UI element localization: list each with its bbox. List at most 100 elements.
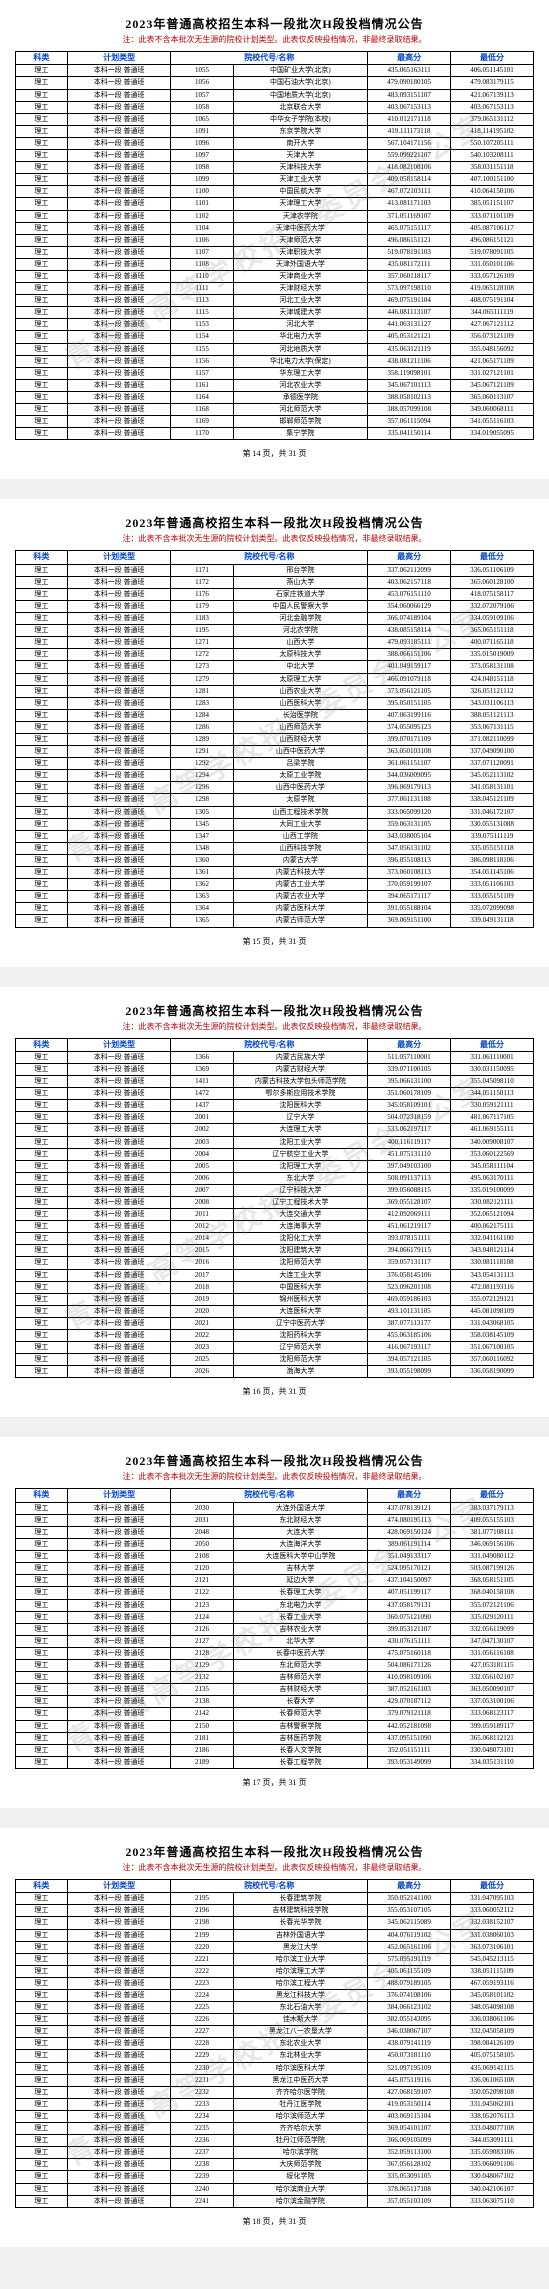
table-cell: 1113 [171,295,233,307]
table-cell: 理工 [16,1756,68,1768]
table-row: 理工本科一段 普通班1364内蒙古医科大学391.055188104335.07… [16,903,534,915]
column-header: 最低分 [451,1489,534,1502]
table-row: 理工本科一段 普通班1171邢台学院337.062112099336.05110… [16,564,534,576]
table-cell: 长春光华学院 [233,1917,368,1929]
table-cell: 345.067101113 [368,379,451,391]
table-cell: 2126 [171,1623,233,1635]
table-cell: 本科一段 普通班 [67,1696,171,1708]
table-cell: 内蒙古农业大学 [233,891,368,903]
table-cell: 理工 [16,1257,68,1269]
table-cell: 本科一段 普通班 [67,1905,171,1917]
table-cell: 理工 [16,770,68,782]
table-row: 理工本科一段 普通班1098天津科技大学418.082108106358.031… [16,162,534,174]
table-cell: 1156 [171,355,233,367]
table-cell: 哈尔滨师范大学 [233,2110,368,2122]
table-cell: 357.061115094 [368,416,451,428]
page-subtitle: 注：此表不含本批次无生源的院校计划类型。此表仅反映投档情况，非最终录取结果。 [15,34,534,45]
table-cell: 331.027121101 [451,367,534,379]
table-cell: 理工 [16,1245,68,1257]
table-cell: 1286 [171,721,233,733]
table-cell: 331.047095103 [451,1893,534,1905]
table-cell: 大连外国语大学 [233,1502,368,1514]
table-cell: 344.053091111 [451,2135,534,2147]
table-cell: 519.078091105 [451,246,534,258]
table-cell: 本科一段 普通班 [67,1281,171,1293]
table-cell: 理工 [16,1342,68,1354]
table-cell: 本科一段 普通班 [67,649,171,661]
table-cell: 理工 [16,697,68,709]
table-cell: 理工 [16,1905,68,1917]
column-header: 最低分 [451,1038,534,1051]
table-cell: 343.048121114 [451,1245,534,1257]
table-row: 理工本科一段 普通班2120吉林大学524.095170121503.08719… [16,1563,534,1575]
column-header: 最高分 [368,1489,451,1502]
table-cell: 天津中医药大学 [233,222,368,234]
table-cell: 理工 [16,1502,68,1514]
table-cell: 华北电力大学(保定) [233,355,368,367]
table-row: 理工本科一段 普通班2225东北石油大学384.066123102348.054… [16,2002,534,2014]
table-cell: 343.031106113 [451,697,534,709]
table-cell: 340.042106107 [451,2183,534,2195]
table-cell: 中国矿业大学(北京) [233,65,368,77]
table-row: 理工本科一段 普通班2181吉林医药学院437.095151090365.068… [16,1732,534,1744]
table-cell: 1111 [171,283,233,295]
table-row: 理工本科一段 普通班2022沈阳药科大学455.063185106358.038… [16,1330,534,1342]
table-cell: 山西财经大学 [233,734,368,746]
table-cell: 371.051169107 [368,210,451,222]
table-cell: 本科一段 普通班 [67,2098,171,2110]
table-cell: 本科一段 普通班 [67,2014,171,2026]
table-cell: 理工 [16,1929,68,1941]
table-cell: 366.074189104 [368,613,451,625]
table-cell: 理工 [16,685,68,697]
table-cell: 479.090180105 [368,77,451,89]
data-table: 科类计划类型院校代号/名称最高分最低分理工本科一段 普通班1366内蒙古民族大学… [15,1038,534,1379]
page-title: 2023年普通高校招生本科一段批次H段投档情况公告 [15,1002,534,1019]
table-row: 理工本科一段 普通班2122长春理工大学407.051199117368.040… [16,1587,534,1599]
table-cell: 386.098118106 [451,854,534,866]
table-cell: 437.095151090 [368,1732,451,1744]
table-cell: 天津大学 [233,150,368,162]
table-cell: 佳木斯大学 [233,2014,368,2026]
page-title: 2023年普通高校招生本科一段批次H段投档情况公告 [15,1452,534,1469]
table-cell: 理工 [16,2123,68,2135]
table-cell: 2142 [171,1708,233,1720]
table-cell: 334.035131110 [451,1756,534,1768]
table-cell: 天津科技大学 [233,162,368,174]
table-cell: 331.056116108 [451,1647,534,1659]
table-cell: 本科一段 普通班 [67,1893,171,1905]
table-cell: 330.055131088 [451,818,534,830]
table-cell: 理工 [16,343,68,355]
table-cell: 本科一段 普通班 [67,1184,171,1196]
table-row: 理工本科一段 普通班2123东北电力大学437.058179131355.072… [16,1599,534,1611]
table-cell: 493.101131105 [368,1305,451,1317]
table-cell: 2233 [171,2098,233,2110]
table-cell: 理工 [16,2135,68,2147]
table-cell: 2196 [171,1905,233,1917]
table-cell: 本科一段 普通班 [67,270,171,282]
table-row: 理工本科一段 普通班2241哈尔滨金融学院357.055103109333.06… [16,2195,534,2207]
table-row: 理工本科一段 普通班2001辽宁大学504.072318159481.06711… [16,1112,534,1124]
table-cell: 理工 [16,101,68,113]
column-header: 科类 [16,1879,68,1892]
table-row: 理工本科一段 普通班1156华北电力大学(保定)438.081211106421… [16,355,534,367]
table-cell: 1110 [171,270,233,282]
table-cell: 455.063185106 [368,1330,451,1342]
page-subtitle: 注：此表不含本批次无生源的院校计划类型。此表仅反映投档情况，非最终录取结果。 [15,1021,534,1032]
table-cell: 理工 [16,2110,68,2122]
table-cell: 本科一段 普通班 [67,1720,171,1732]
table-cell: 435.065163111 [368,65,451,77]
table-cell: 1183 [171,613,233,625]
table-cell: 334.059109106 [451,613,534,625]
table-cell: 本科一段 普通班 [67,806,171,818]
table-cell: 1154 [171,331,233,343]
table-cell: 427.068159107 [368,2086,451,2098]
column-header: 最高分 [368,551,451,564]
table-cell: 理工 [16,1990,68,2002]
table-row: 理工本科一段 普通班2020大连医科大学493.101131105445.081… [16,1305,534,1317]
table-cell: 351.060178109 [368,1088,451,1100]
table-row: 理工本科一段 普通班1305山西工程技术学院333.065099120331.0… [16,806,534,818]
table-cell: 1362 [171,879,233,891]
table-cell: 理工 [16,1063,68,1075]
table-cell: 2127 [171,1635,233,1647]
table-cell: 1058 [171,101,233,113]
